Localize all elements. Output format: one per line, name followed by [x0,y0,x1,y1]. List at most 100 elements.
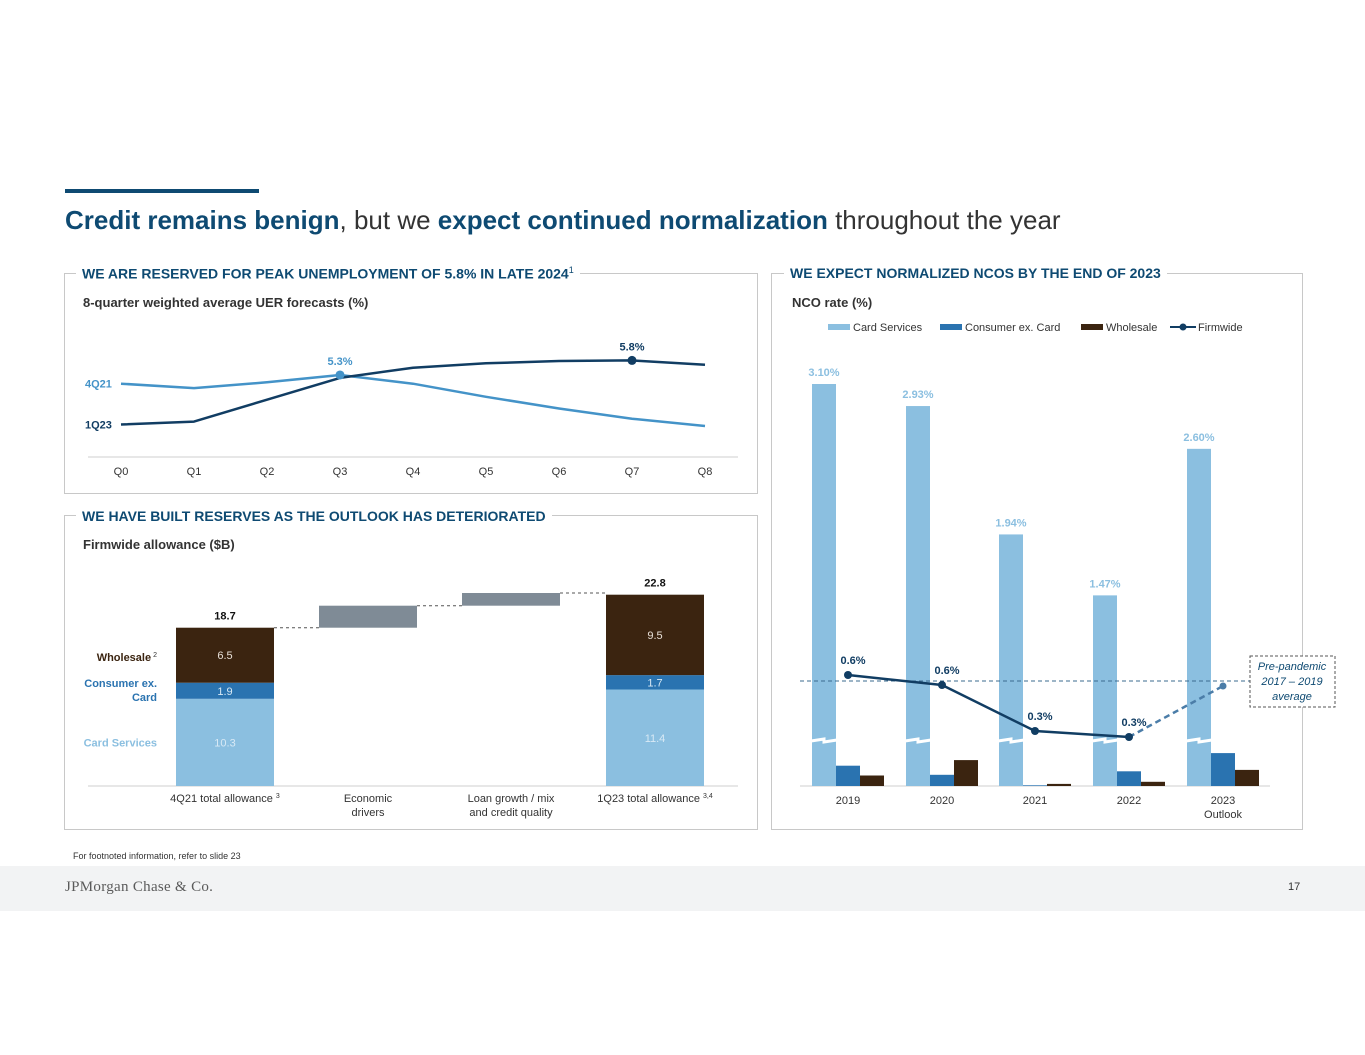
nco-category-label-0-0: 2019 [836,795,860,807]
nco-firmwide-label-2: 0.3% [1027,711,1052,723]
uer-panel-title-text: WE ARE RESERVED FOR PEAK UNEMPLOYMENT OF… [82,265,569,282]
allowance-segment-name-card: Card Services [84,737,157,749]
uer-series-line-1Q23 [120,359,706,426]
uer-tick-label-Q4: Q4 [406,466,421,478]
allowance-segment-name-wholesale: Wholesale 2 [97,652,157,664]
nco-bar-label-card-0: 3.10% [808,367,839,379]
nco-firmwide-point-1 [938,681,946,689]
allowance-step-bar-0 [319,605,417,628]
nco-category-label-1-0: 2020 [930,795,954,807]
allowance-end-segment-label-2: 9.5 [647,630,662,642]
nco-bar-card-2 [999,534,1023,786]
nco-bar-consumer-3 [1117,771,1141,786]
nco-category-label-4-0: 2023 [1211,795,1235,807]
nco-bar-consumer-1 [930,774,954,786]
nco-bar-wholesale-3 [1141,781,1165,786]
allowance-start-segment-0 [176,698,274,786]
nco-bar-wholesale-2 [1047,783,1071,786]
nco-legend-swatch-2 [1081,324,1103,330]
nco-firmwide-label-1: 0.6% [934,665,959,677]
nco-chart-subtitle: NCO rate (%) [792,295,873,310]
allowance-end-segment-2 [606,594,704,676]
nco-bar-card-4 [1187,448,1211,786]
nco-bar-consumer-2 [1023,785,1047,786]
nco-category-label-3-0: 2022 [1117,795,1141,807]
footnote: For footnoted information, refer to slid… [73,851,241,861]
allowance-chart-subtitle: Firmwide allowance ($B) [83,537,235,552]
nco-legend-label-1: Consumer ex. Card [965,322,1060,334]
nco-axis-break-1 [904,737,932,744]
nco-bar-label-card-1: 2.93% [902,389,933,401]
nco-reference-box [1249,655,1336,708]
uer-tick-label-Q0: Q0 [114,466,129,478]
nco-firmwide-label-3: 0.3% [1121,717,1146,729]
nco-firmwide-line [847,673,1130,739]
nco-category-label-4-1: Outlook [1204,809,1242,821]
uer-series-line-4Q21 [120,373,706,428]
nco-legend-label-2: Wholesale [1106,322,1157,334]
nco-axis-break-0 [810,737,838,744]
nco-category-label-2-0: 2021 [1023,795,1047,807]
uer-tick-label-Q5: Q5 [479,466,494,478]
allowance-start-segment-2 [176,627,274,683]
allowance-category-label-0-0: 4Q21 total allowance 3 [170,793,280,805]
nco-bar-card-3 [1093,595,1117,786]
allowance-category-label-2-1: and credit quality [469,807,553,819]
uer-tick-label-Q7: Q7 [625,466,640,478]
uer-peak-label-1Q23: 5.8% [619,341,644,353]
nco-bar-card-0 [812,384,836,786]
allowance-start-segment-label-0: 10.3 [214,737,235,749]
allowance-end-segment-label-0: 11.4 [645,733,666,745]
allowance-category-label-1-1: drivers [351,807,385,819]
allowance-end-segment-0 [606,689,704,786]
uer-tick-label-Q3: Q3 [333,466,348,478]
uer-tick-label-Q1: Q1 [187,466,202,478]
uer-tick-label-Q6: Q6 [552,466,567,478]
nco-axis-break-3 [1091,737,1119,744]
page-number: 17 [1288,881,1301,893]
accent-bar [65,189,259,193]
nco-legend-label-0: Card Services [853,322,923,334]
nco-axis-break-2 [997,737,1025,744]
company-logo: JPMorgan Chase & Co. [65,879,214,895]
nco-reference-label-2: average [1272,691,1312,703]
allowance-start-total-label: 18.7 [214,611,235,623]
nco-bar-wholesale-4 [1235,769,1259,786]
allowance-step-bar-1 [462,593,560,606]
allowance-end-segment-label-1: 1.7 [647,677,662,689]
headline-part2: , but we [339,205,438,235]
uer-panel-title: WE ARE RESERVED FOR PEAK UNEMPLOYMENT OF… [76,265,580,282]
headline-part4: throughout the year [827,205,1061,235]
uer-series-label-4Q21: 4Q21 [85,379,112,391]
nco-panel-title: WE EXPECT NORMALIZED NCOS BY THE END OF … [784,265,1167,281]
nco-firmwide-point-3 [1125,733,1133,741]
uer-peak-label-4Q21: 5.3% [327,356,352,368]
nco-reference-label-0: Pre-pandemic [1258,661,1327,673]
nco-bar-wholesale-0 [860,775,884,786]
allowance-category-label-1-0: Economic [344,793,393,805]
nco-axis-break-4 [1185,737,1213,744]
uer-tick-label-Q2: Q2 [260,466,275,478]
allowance-segment-name-consumer-1: Consumer ex. [84,678,157,690]
allowance-start-segment-1 [176,682,274,699]
uer-peak-marker-1Q23 [627,355,637,365]
nco-legend-swatch-1 [940,324,962,330]
nco-firmwide-point-4 [1219,682,1227,690]
footer-band [0,866,1365,911]
page-title: Credit remains benign, but we expect con… [65,205,1061,236]
nco-firmwide-point-0 [844,671,852,679]
allowance-category-label-3-0: 1Q23 total allowance 3,4 [597,793,713,805]
headline-part3: expect continued normalization [437,205,828,235]
uer-panel-title-sup: 1 [568,265,574,275]
nco-firmwide-point-2 [1031,727,1039,735]
nco-reference-label-1: 2017 – 2019 [1260,676,1322,688]
nco-bar-card-1 [906,406,930,786]
allowance-start-segment-label-1: 1.9 [217,686,232,698]
nco-firmwide-label-0: 0.6% [840,655,865,667]
uer-chart-subtitle: 8-quarter weighted average UER forecasts… [83,295,369,310]
nco-legend-marker-3 [1179,323,1187,331]
headline-part1: Credit remains benign [65,205,340,235]
